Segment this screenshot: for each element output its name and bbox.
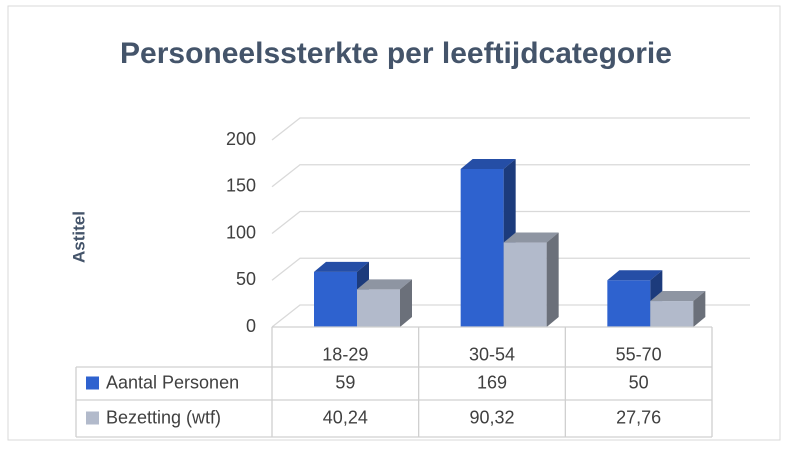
- y-tick-label: 0: [246, 316, 256, 336]
- bar-side: [400, 279, 412, 327]
- bar-top: [314, 261, 369, 272]
- bar-front: [650, 301, 694, 327]
- plot: 0 50 100 150 200 18-29 30-54 55-70 Aantal Person…: [75, 117, 750, 438]
- y-tick-label: 150: [226, 176, 256, 196]
- bar-top: [357, 279, 412, 290]
- legend-label: Bezetting (wtf): [106, 407, 221, 427]
- x-tick-label: 18-29: [322, 344, 368, 364]
- legend-key: [86, 411, 99, 425]
- bar-side: [546, 232, 559, 327]
- table-value: 40,24: [323, 407, 368, 427]
- y-tick-label: 100: [226, 222, 256, 242]
- table-value: 169: [477, 372, 507, 392]
- bar-front: [607, 280, 651, 327]
- grid-line: [271, 210, 750, 235]
- table-value: 59: [335, 372, 355, 392]
- grid-line: [271, 164, 750, 188]
- y-tick-label: 200: [226, 129, 256, 149]
- legend-label: Aantal Personen: [106, 372, 239, 392]
- bar-side: [693, 291, 706, 327]
- bar-top: [460, 158, 516, 169]
- table-value: 90,32: [469, 407, 514, 427]
- y-axis-title: Astitel: [69, 211, 88, 263]
- y-tick-label: 50: [236, 269, 256, 289]
- bar-front: [357, 289, 400, 327]
- bar-top: [503, 232, 559, 243]
- chart-title: Personeelssterkte per leeftijdcategorie: [120, 37, 672, 70]
- x-tick-label: 30-54: [469, 344, 515, 364]
- x-tick-label: 55-70: [616, 344, 662, 364]
- grid-line: [271, 304, 750, 328]
- bar-front: [460, 168, 504, 327]
- bar-front: [314, 271, 357, 327]
- chart-frame: [7, 5, 781, 441]
- grid-line: [271, 117, 750, 141]
- legend-key: [86, 376, 99, 390]
- bar-top: [650, 291, 706, 302]
- bar-top: [607, 270, 663, 281]
- grid-line: [271, 257, 750, 281]
- bar-front: [503, 242, 547, 327]
- table-value: 50: [629, 372, 649, 392]
- table-value: 27,76: [616, 407, 661, 427]
